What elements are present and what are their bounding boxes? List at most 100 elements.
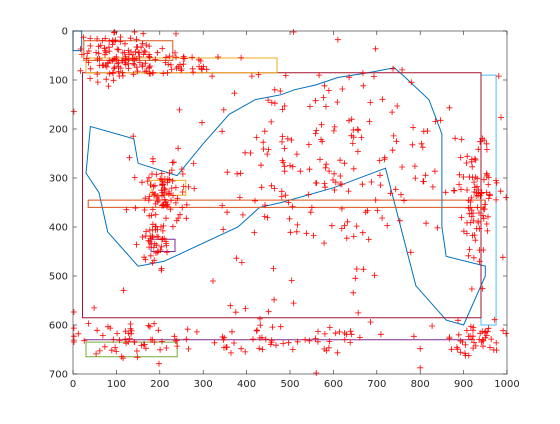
scatter-point [248, 73, 255, 80]
scatter-point [132, 205, 139, 211]
scatter-point [143, 42, 150, 48]
scatter-point [150, 244, 157, 251]
scatter-point [77, 46, 84, 52]
scatter-point [152, 200, 159, 207]
scatter-point [173, 65, 180, 72]
scatter-point [339, 86, 346, 92]
scatter-point [469, 232, 476, 239]
scatter-point [136, 53, 143, 60]
scatter-point [233, 255, 240, 262]
scatter-point [125, 47, 132, 54]
scatter-point [334, 99, 341, 106]
scatter-point [483, 170, 490, 177]
scatter-point [289, 346, 296, 353]
scatter-point [139, 62, 146, 68]
scatter-point [379, 96, 386, 103]
scatter-point [190, 69, 197, 76]
scatter-point [481, 329, 488, 336]
scatter-point [185, 345, 192, 352]
scatter-point [122, 56, 129, 63]
scatter-point [394, 103, 401, 109]
scatter-point [94, 79, 101, 86]
scatter-point [457, 349, 464, 356]
scatter-point [158, 243, 165, 250]
scatter-point [264, 151, 271, 158]
scatter-point [242, 348, 249, 355]
scatter-point [169, 223, 176, 230]
scatter-point [94, 71, 101, 78]
scatter-point [110, 70, 117, 77]
scatter-point [255, 71, 262, 78]
scatter-point [390, 65, 396, 72]
scatter-point [480, 343, 486, 350]
scatter-points [70, 29, 510, 376]
scatter-point [367, 319, 374, 325]
scatter-point [116, 73, 123, 79]
y-tick-label: 100 [49, 76, 68, 87]
scatter-point [348, 331, 355, 338]
scatter-point [115, 46, 122, 53]
scatter-point [458, 136, 465, 143]
scatter-point [366, 118, 373, 125]
scatter-point [123, 206, 130, 213]
scatter-point [118, 57, 125, 64]
scatter-point [200, 63, 207, 70]
scatter-point [358, 134, 365, 141]
scatter-point [411, 163, 418, 170]
scatter-point [262, 336, 269, 343]
scatter-point [258, 162, 264, 169]
scatter-point [372, 45, 379, 52]
x-tick-label: 0 [70, 379, 76, 390]
scatter-point [70, 325, 77, 332]
scatter-point [146, 65, 153, 72]
scatter-point [377, 331, 384, 338]
scatter-point [168, 167, 175, 174]
scatter-point [111, 29, 118, 35]
scatter-point [476, 210, 482, 216]
scatter-point [232, 309, 239, 316]
scatter-point [125, 330, 132, 337]
scatter-point [271, 100, 278, 107]
scatter-point [151, 320, 158, 327]
scatter-point [141, 207, 148, 213]
scatter-point [374, 207, 381, 214]
scatter-point [167, 61, 174, 68]
scatter-point [191, 185, 198, 192]
scatter-point [470, 324, 477, 331]
scatter-point [177, 211, 183, 218]
scatter-point [318, 121, 325, 128]
scatter-point [238, 259, 245, 266]
scatter-point [365, 236, 372, 243]
scatter-point [242, 305, 249, 312]
scatter-point [336, 328, 343, 335]
scatter-point [154, 49, 161, 56]
scatter-point [118, 353, 125, 360]
scatter-point [325, 344, 332, 351]
scatter-point [367, 99, 374, 106]
scatter-point [346, 117, 352, 124]
scatter-point [412, 175, 419, 182]
scatter-point [471, 184, 478, 191]
scatter-point [261, 128, 268, 135]
scatter-point [113, 348, 120, 355]
scatter-point [151, 339, 158, 345]
scatter-point [390, 132, 397, 139]
scatter-point [355, 309, 362, 316]
scatter-point [94, 35, 101, 42]
scatter-point [247, 150, 254, 156]
scatter-point [320, 94, 327, 101]
scatter-point [140, 30, 147, 37]
scatter-point [99, 332, 106, 339]
scatter-point [434, 224, 441, 231]
scatter-point [142, 345, 149, 352]
scatter-point [151, 192, 157, 199]
scatter-point [423, 220, 430, 227]
scatter-point [319, 138, 326, 145]
scatter-point [146, 238, 153, 245]
scatter-point [169, 178, 176, 184]
scatter-point [237, 170, 244, 177]
scatter-point [341, 336, 348, 343]
scatter-point [503, 194, 510, 201]
scatter-point [131, 339, 138, 345]
